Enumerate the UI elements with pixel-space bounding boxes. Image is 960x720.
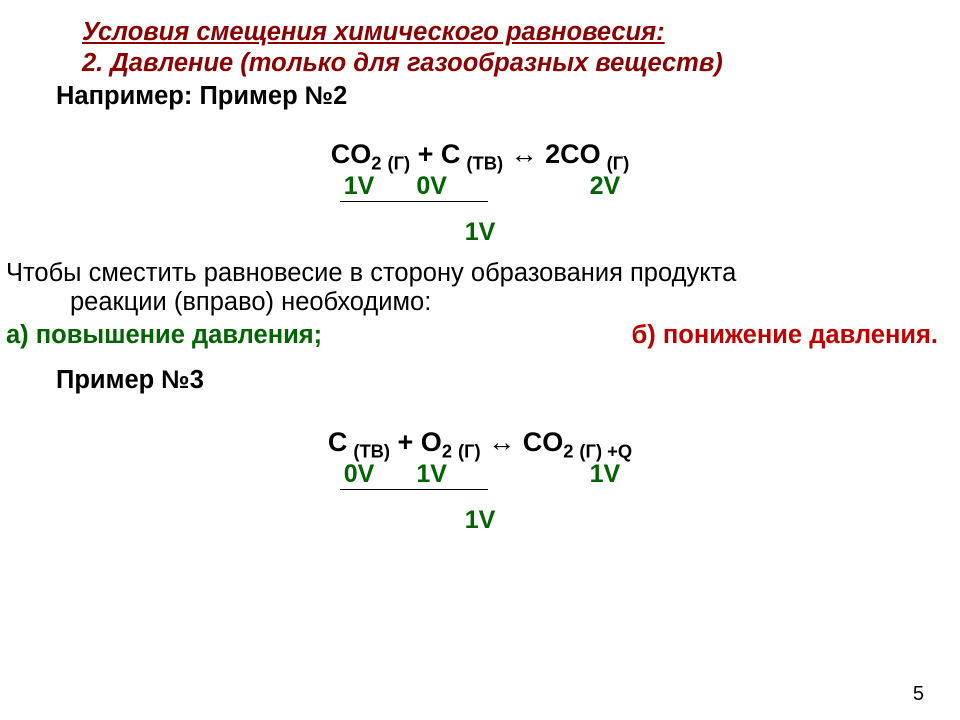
answers-row: а) повышение давления; б) понижение давл… (6, 321, 960, 350)
vol-3-right: 1V (590, 460, 621, 488)
section-subtitle: 2. Давление (только для газообразных вещ… (82, 49, 960, 78)
section-title: Условия смещения химического равновесия: (82, 18, 960, 47)
slide-page: Условия смещения химического равновесия:… (0, 0, 960, 720)
paragraph-line-2: реакции (вправо) необходимо: (70, 288, 960, 317)
equation-3-block: C(ТВ) + O2(Г) ↔ CO2(Г) +Q 0V 1V 1V 1V (0, 427, 960, 535)
example-3-label: Пример №3 (56, 366, 960, 395)
vol-3-left-0: 0V (344, 460, 375, 488)
equation-2: CO2(Г) + C(ТВ) ↔ 2CO(Г) (331, 139, 630, 170)
vol-2-right: 2V (590, 172, 621, 200)
answer-b: б) понижение давления. (632, 321, 938, 350)
volumes-2-row: 1V 0V 2V (0, 172, 960, 202)
vol-2-sum: 1V (0, 218, 960, 247)
vol-3-left-1: 1V (416, 460, 447, 488)
paragraph-line-1: Чтобы сместить равновесие в сторону обра… (6, 259, 960, 288)
equation-2-block: CO2(Г) + C(ТВ) ↔ 2CO(Г) 1V 0V 2V 1V (0, 139, 960, 247)
answer-a: а) повышение давления; (6, 321, 322, 350)
vol-2-left-0: 1V (344, 172, 375, 200)
volumes-3-row: 0V 1V 1V (0, 460, 960, 490)
vol-2-left-1: 0V (416, 172, 447, 200)
vol-3-sum: 1V (0, 506, 960, 535)
shift-paragraph: Чтобы сместить равновесие в сторону обра… (6, 259, 960, 317)
equation-3: C(ТВ) + O2(Г) ↔ CO2(Г) +Q (328, 427, 632, 458)
page-number: 5 (913, 683, 924, 706)
example-2-label: Например: Пример №2 (56, 82, 960, 111)
